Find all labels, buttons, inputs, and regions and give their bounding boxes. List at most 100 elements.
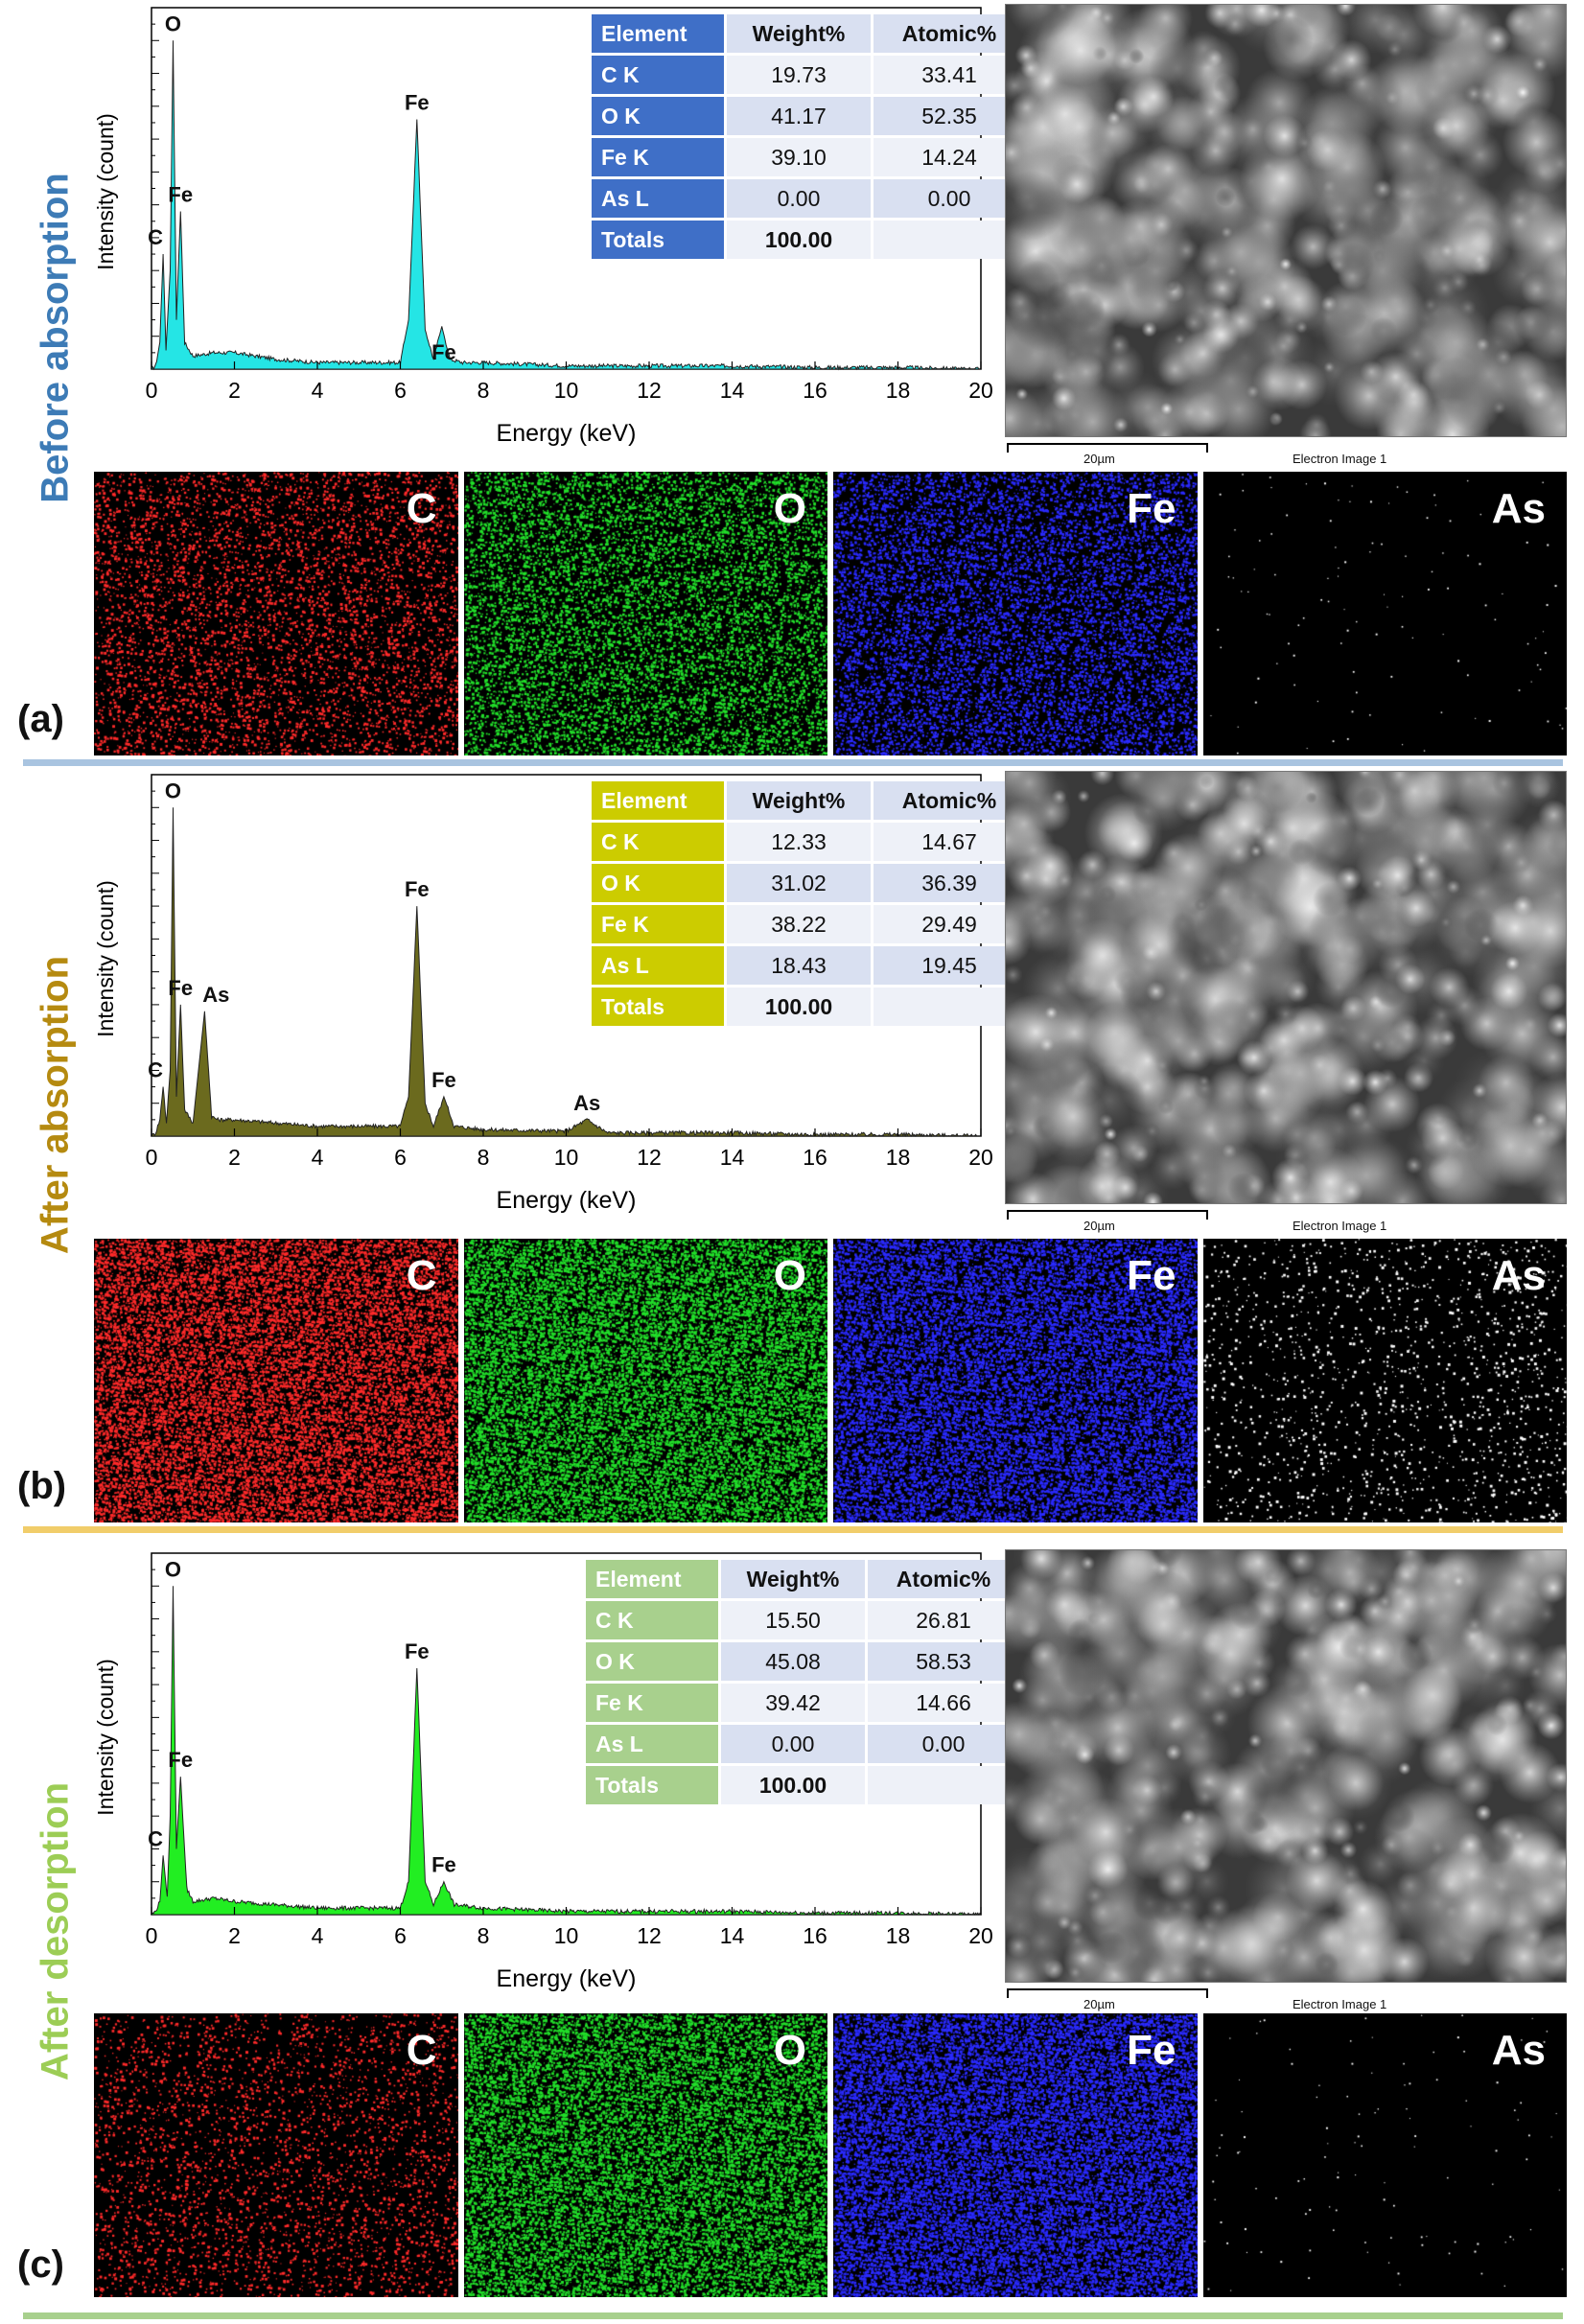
peak-label: Fe <box>405 1639 430 1663</box>
sem-caption: Electron Image 1 <box>1293 1219 1387 1233</box>
x-tick-label: 18 <box>886 1145 911 1170</box>
sem-electron-image <box>1005 1549 1567 1983</box>
x-tick-label: 10 <box>554 1923 579 1948</box>
peak-label: Fe <box>168 182 193 206</box>
table-cell: 0.00 <box>868 1725 1019 1763</box>
peak-label: C <box>148 1826 163 1850</box>
scale-bar-label: 20µm <box>1083 1219 1115 1233</box>
panel-separator <box>23 759 1563 766</box>
table-row: C K 19.73 33.41 <box>592 56 1025 94</box>
table-cell: 15.50 <box>721 1601 865 1639</box>
table-cell: 19.45 <box>874 946 1025 985</box>
elemental-maps: C O Fe As <box>94 1239 1567 1522</box>
element-map: Fe <box>833 472 1198 755</box>
sem-image-block: 20µm Electron Image 1 <box>1005 771 1567 1239</box>
table-cell: 100.00 <box>727 221 871 259</box>
element-map-label: Fe <box>1127 2027 1176 2074</box>
table-header-cell: Element <box>592 14 724 53</box>
element-map: As <box>1202 2013 1567 2297</box>
element-map: O <box>463 472 827 755</box>
panel-letter: (c) <box>17 2243 64 2286</box>
element-map: O <box>463 1239 827 1522</box>
y-axis-label: Intensity (count) <box>93 880 118 1037</box>
table-header-cell: Atomic% <box>868 1560 1019 1598</box>
x-tick-label: 4 <box>312 1145 324 1170</box>
table-cell: As L <box>592 946 724 985</box>
table-row: As L 18.43 19.45 <box>592 946 1025 985</box>
element-map-label: Fe <box>1127 1252 1176 1299</box>
table-cell: 12.33 <box>727 823 871 861</box>
table-row: Fe K 39.42 14.66 <box>586 1684 1019 1722</box>
table-row: C K 15.50 26.81 <box>586 1601 1019 1639</box>
eds-panel: After absorption (b) C O Fe As Fe Fe As 0 2 4 6 8 10 12… <box>0 767 1584 1534</box>
element-map-label: As <box>1491 2027 1546 2074</box>
table-row: Totals 100.00 <box>592 988 1025 1026</box>
table-cell: 0.00 <box>727 179 871 218</box>
x-tick-label: 10 <box>554 378 579 403</box>
sem-caption: Electron Image 1 <box>1293 1997 1387 2011</box>
panel-separator <box>23 1526 1563 1533</box>
panel-separator <box>23 2312 1563 2319</box>
element-map-label: O <box>773 2027 806 2074</box>
sem-image-block: 20µm Electron Image 1 <box>1005 4 1567 472</box>
element-map-label: O <box>773 485 806 532</box>
table-cell: As L <box>592 179 724 218</box>
table-cell: C K <box>586 1601 718 1639</box>
composition-table: Element Weight% Atomic% C K 12.33 14.67 O K 31.… <box>589 779 1028 1029</box>
x-tick-label: 18 <box>886 1923 911 1948</box>
peak-label: O <box>165 12 181 35</box>
table-row: Totals 100.00 <box>586 1766 1019 1804</box>
composition-table: Element Weight% Atomic% C K 15.50 26.81 O K 45.… <box>583 1557 1022 1807</box>
peak-label: Fe <box>168 976 193 1000</box>
table-cell: 100.00 <box>727 988 871 1026</box>
peak-label: Fe <box>431 340 456 364</box>
sem-scalebar: 20µm Electron Image 1 <box>1005 1983 1567 2017</box>
table-cell: 33.41 <box>874 56 1025 94</box>
table-cell: 14.24 <box>874 138 1025 176</box>
sem-electron-image <box>1005 4 1567 437</box>
element-map-label: As <box>1491 485 1546 532</box>
element-map-label: Fe <box>1127 485 1176 532</box>
table-cell <box>874 221 1025 259</box>
table-cell: 52.35 <box>874 97 1025 135</box>
x-tick-label: 0 <box>146 1923 158 1948</box>
x-tick-label: 12 <box>637 1145 662 1170</box>
table-cell: 45.08 <box>721 1642 865 1681</box>
eds-spectrum-chart: C O Fe Fe Fe 0 2 4 6 8 10 12 14 16 18 20 Energy (keV) Int… <box>84 0 1005 451</box>
table-cell: O K <box>592 864 724 902</box>
eds-panel: After desorption (c) C O Fe Fe Fe 0 2 4 6 8 10 12 14 16… <box>0 1545 1584 2324</box>
x-tick-label: 14 <box>720 1923 745 1948</box>
peak-label: As <box>202 983 229 1007</box>
panel-letter: (a) <box>17 698 64 740</box>
table-cell <box>868 1766 1019 1804</box>
table-cell: 41.17 <box>727 97 871 135</box>
spectrum-svg: C O Fe As Fe Fe As 0 2 4 6 8 10 12 14 16 18 20 Energy (keV… <box>93 774 993 1214</box>
table-cell: 39.42 <box>721 1684 865 1722</box>
x-tick-label: 16 <box>803 1145 827 1170</box>
peak-label: O <box>165 779 181 802</box>
eds-panel: Before absorption (a) C O Fe Fe Fe 0 2 4 6 8 10 12 14 1… <box>0 0 1584 767</box>
table-row: As L 0.00 0.00 <box>592 179 1025 218</box>
scale-bar-line <box>1007 1988 1208 1998</box>
table-row: Totals 100.00 <box>592 221 1025 259</box>
table-row: O K 31.02 36.39 <box>592 864 1025 902</box>
y-axis-label: Intensity (count) <box>93 113 118 270</box>
table-header-cell: Atomic% <box>874 781 1025 820</box>
table-cell: 19.73 <box>727 56 871 94</box>
sem-scalebar: 20µm Electron Image 1 <box>1005 437 1567 472</box>
scale-bar-line <box>1007 443 1208 453</box>
element-map: As <box>1202 472 1567 755</box>
x-tick-label: 8 <box>478 378 490 403</box>
element-map: C <box>94 472 458 755</box>
condition-label: After absorption <box>34 955 77 1255</box>
x-tick-label: 2 <box>228 378 241 403</box>
table-header-row: Element Weight% Atomic% <box>592 14 1025 53</box>
element-map: Fe <box>833 1239 1198 1522</box>
x-tick-label: 4 <box>312 378 324 403</box>
table-row: C K 12.33 14.67 <box>592 823 1025 861</box>
peak-label: Fe <box>168 1748 193 1772</box>
x-tick-label: 2 <box>228 1923 241 1948</box>
x-tick-label: 20 <box>968 1923 993 1948</box>
peak-label: As <box>573 1091 600 1115</box>
table-cell: Fe K <box>592 138 724 176</box>
